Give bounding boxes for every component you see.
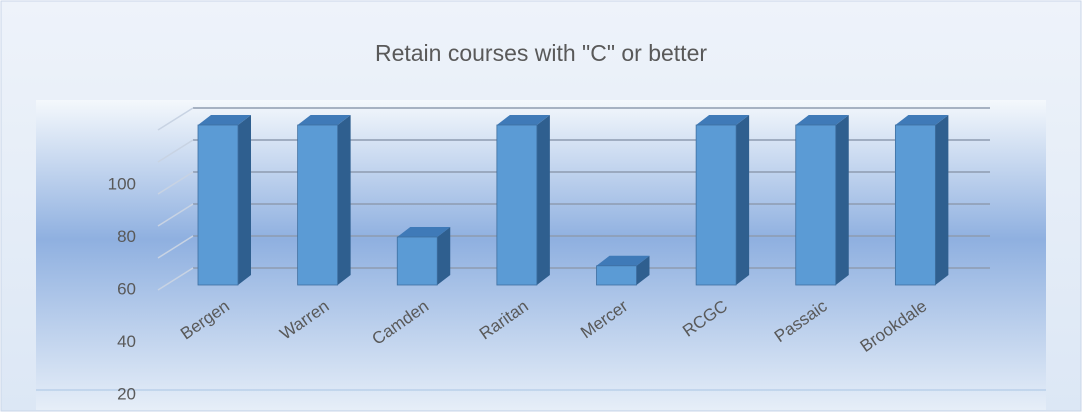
bar-top — [297, 115, 351, 125]
y-tick-label: 80 — [117, 227, 136, 246]
bar-top — [696, 115, 750, 125]
bar — [396, 236, 438, 286]
bar-side — [437, 227, 451, 285]
bar-side — [238, 115, 251, 285]
bar-side — [736, 115, 750, 285]
bar-side — [536, 115, 550, 285]
chart-title: Retain courses with "C" or better — [375, 40, 707, 66]
bar-side — [835, 115, 849, 285]
bar — [695, 124, 737, 286]
bar — [894, 124, 936, 286]
bar — [596, 265, 637, 286]
y-tick-label: 100 — [108, 174, 136, 193]
y-tick-label: 20 — [117, 384, 136, 403]
grid-line-side — [157, 139, 194, 163]
bar-side — [636, 255, 650, 285]
bars — [197, 115, 949, 286]
bar — [197, 124, 239, 286]
bar-top — [397, 227, 451, 237]
bar-side — [935, 115, 949, 285]
y-tick-label: 60 — [117, 279, 136, 298]
grid-line-side — [157, 171, 194, 195]
bar-top — [496, 115, 550, 125]
grid-line-side — [157, 107, 194, 131]
grid-line-side — [157, 203, 194, 227]
grid-line-side — [157, 235, 194, 259]
floor-side — [157, 267, 194, 291]
bar-top — [795, 115, 849, 125]
bar-side — [337, 115, 351, 285]
bar-top — [596, 255, 650, 266]
bar — [496, 124, 538, 286]
y-tick-label: 40 — [117, 332, 136, 351]
bar-top — [198, 115, 251, 125]
bar — [795, 124, 837, 286]
bar — [297, 124, 339, 286]
bar-top — [895, 115, 949, 125]
